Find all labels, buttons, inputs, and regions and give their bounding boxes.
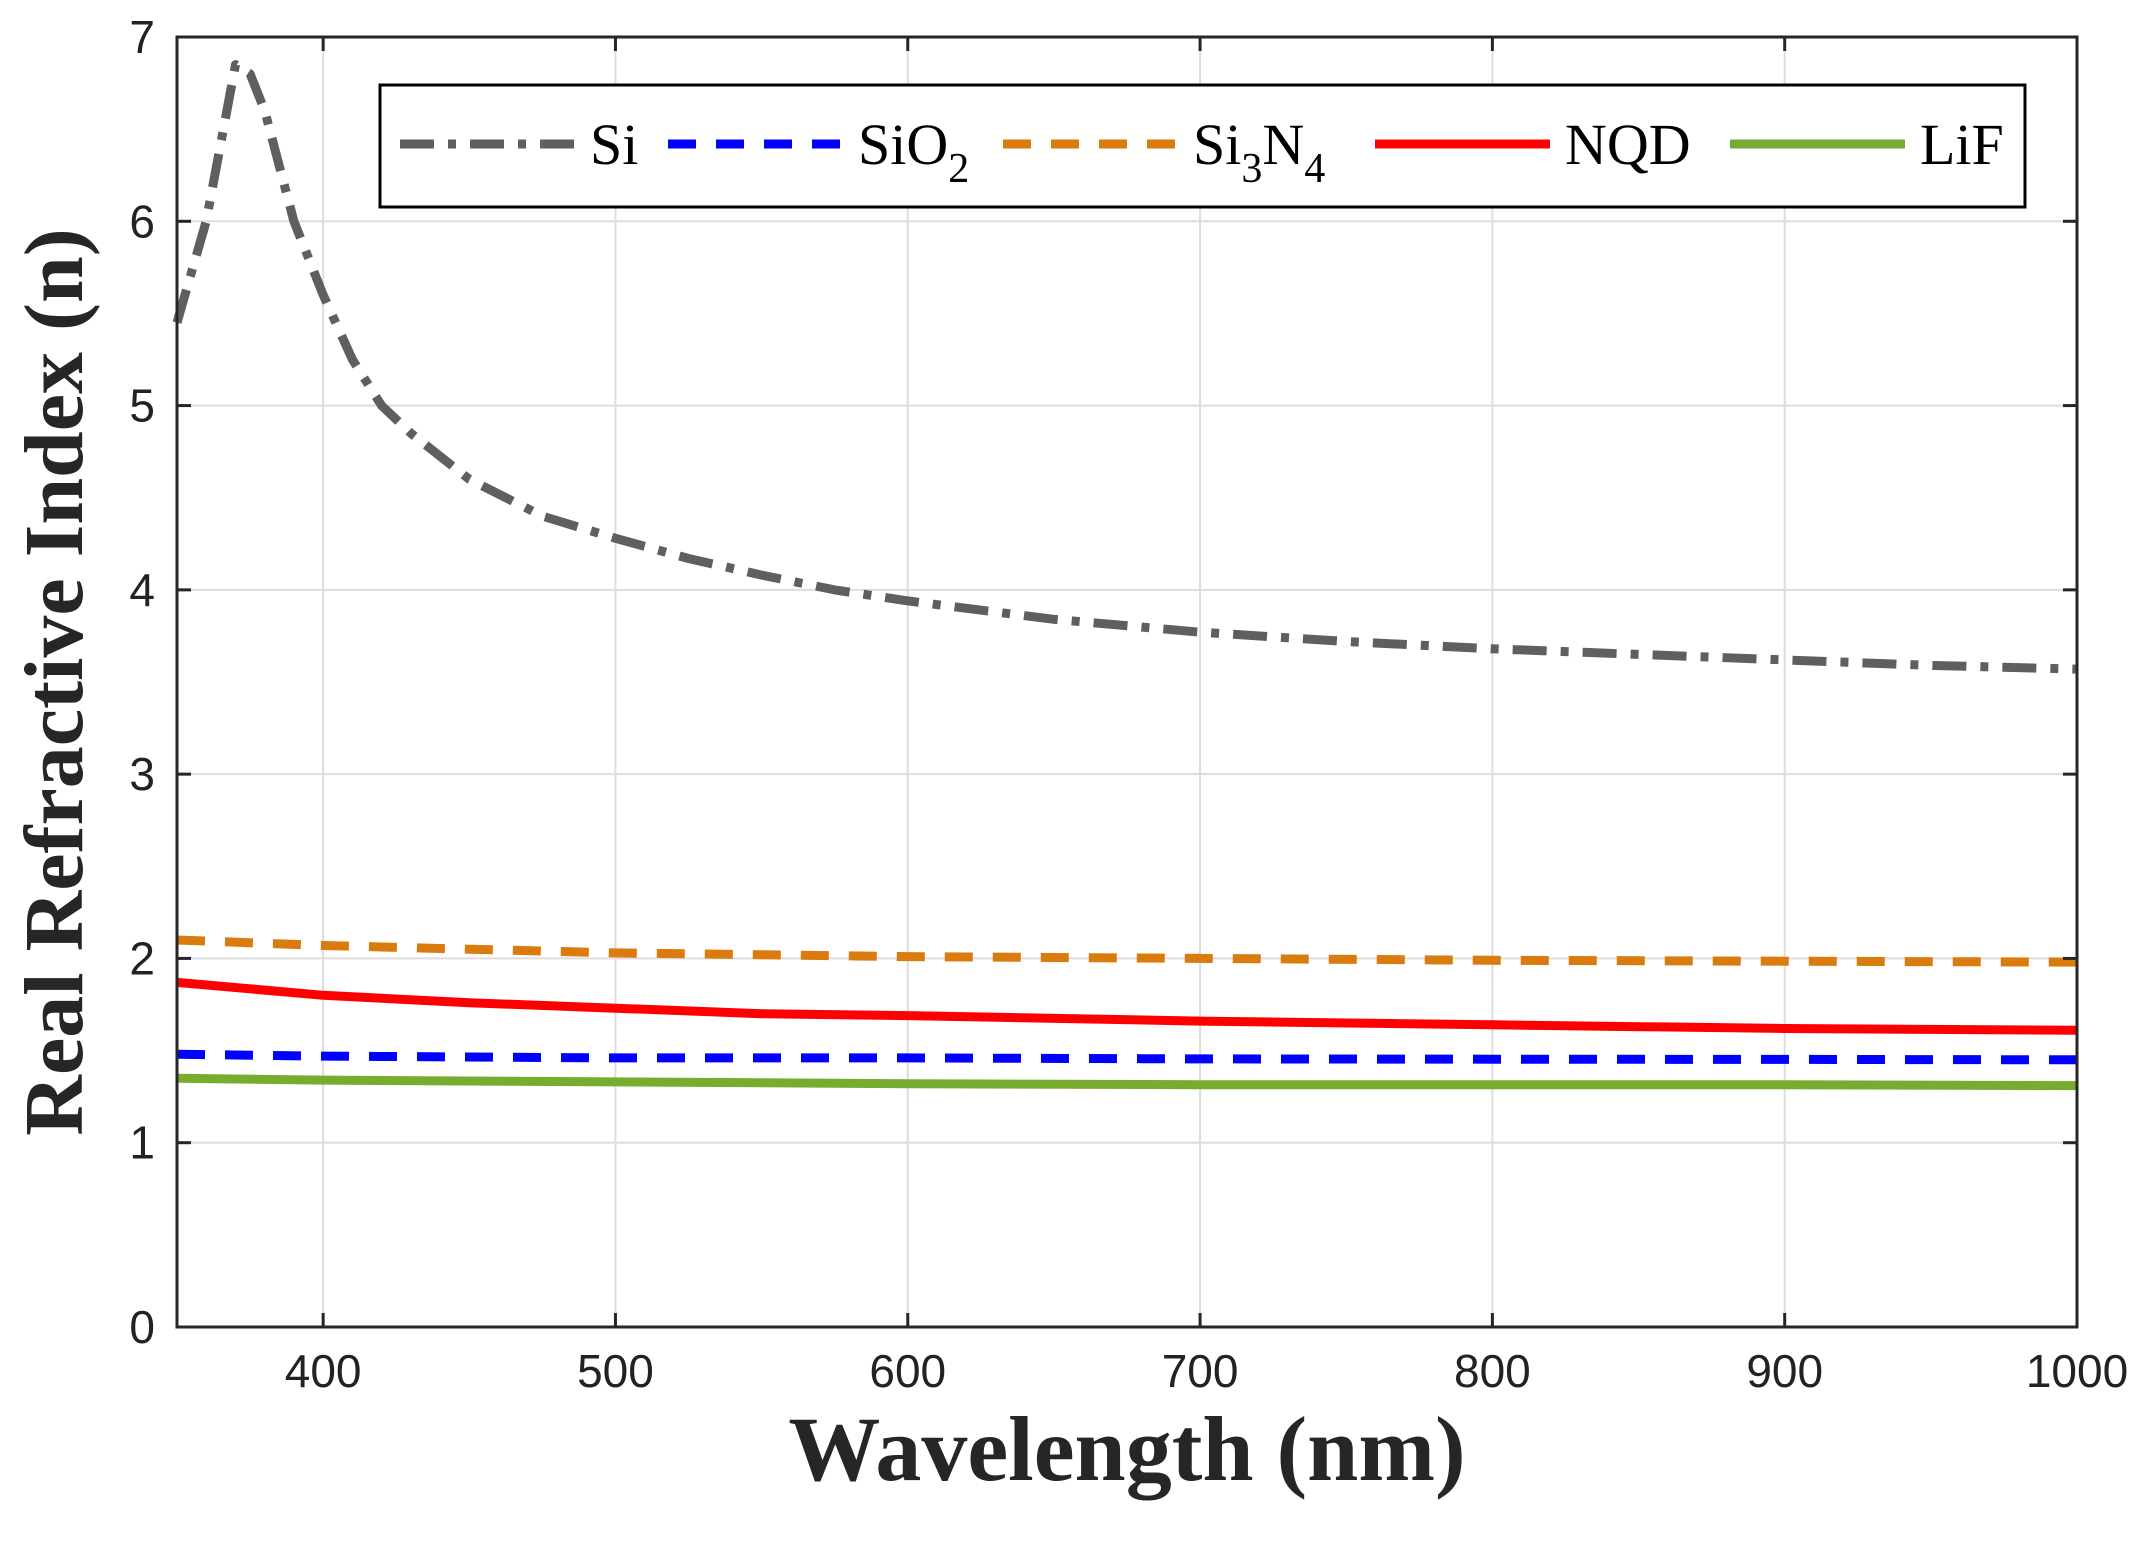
legend-label-nqd: NQD: [1565, 112, 1691, 177]
legend-label-subscript: 3: [1241, 146, 1262, 192]
x-axis-title: Wavelength (nm): [788, 1398, 1465, 1500]
legend-label-subscript: 4: [1304, 146, 1325, 192]
y-tick-label: 0: [129, 1301, 155, 1353]
y-tick-label: 5: [129, 380, 155, 432]
legend-label-base: Si: [590, 112, 638, 177]
legend-label-base: NQD: [1565, 112, 1691, 177]
series-line-si3n4: [176, 935, 2078, 967]
legend-label-si3n4: Si3N4: [1193, 112, 1325, 192]
y-tick-label: 2: [129, 932, 155, 984]
x-tick-label: 400: [285, 1345, 362, 1397]
legend-label-part: N: [1262, 112, 1304, 177]
series-line-si: [172, 60, 2078, 674]
legend-label-base: LiF: [1920, 112, 2004, 177]
plot-frame: [175, 35, 2079, 1329]
y-tick-label: 7: [129, 11, 155, 63]
legend-label-si: Si: [590, 112, 638, 177]
y-tick-label: 3: [129, 748, 155, 800]
x-tick-label: 800: [1454, 1345, 1531, 1397]
series-line-lif: [176, 1073, 2078, 1091]
x-tick-label: 600: [869, 1345, 946, 1397]
legend-label-lif: LiF: [1920, 112, 2004, 177]
x-tick-label: 900: [1746, 1345, 1823, 1397]
x-tick-label: 500: [577, 1345, 654, 1397]
y-axis-title: Real Refractive Index (n): [8, 228, 101, 1135]
plot-area: [177, 37, 2077, 1327]
y-tick-label: 6: [129, 195, 155, 247]
x-tick-label: 700: [1162, 1345, 1239, 1397]
legend: Si SiO2 Si3N4 NQD LiF: [378, 83, 2027, 209]
legend-label-base: Si: [1193, 112, 1241, 177]
legend-label-base: SiO: [858, 112, 948, 177]
y-tick-label: 1: [129, 1117, 155, 1169]
legend-label-sio2: SiO2: [858, 112, 969, 192]
series-lines: [172, 60, 2078, 1091]
series-line-sio2: [176, 1049, 2078, 1065]
series-line-nqd: [176, 977, 2078, 1035]
legend-label-subscript: 2: [948, 146, 969, 192]
x-tick-label: 1000: [2026, 1345, 2128, 1397]
y-tick-label: 4: [129, 564, 155, 616]
